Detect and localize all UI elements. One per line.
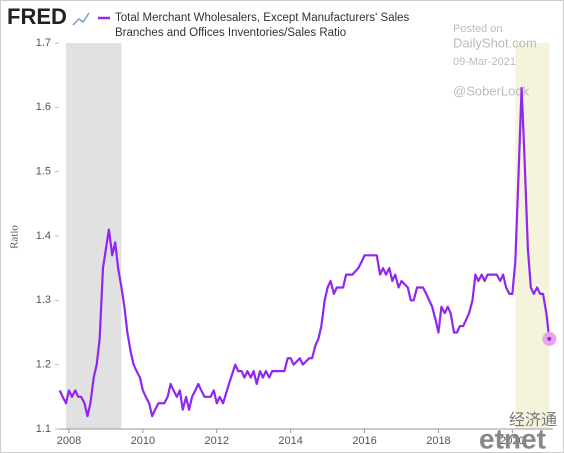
y-tick-label: 1.5 bbox=[36, 166, 51, 178]
x-tick-label: 2012 bbox=[205, 435, 229, 447]
y-tick-label: 1.1 bbox=[36, 423, 51, 435]
y-tick-label: 1.6 bbox=[36, 101, 51, 113]
annotation: @SoberLook bbox=[453, 83, 530, 98]
watermark: etnet bbox=[479, 423, 546, 452]
y-tick-label: 1.4 bbox=[36, 230, 51, 242]
last-point bbox=[547, 336, 552, 341]
watermark: 经济通 bbox=[509, 411, 557, 429]
y-axis-label: Ratio bbox=[9, 225, 21, 249]
y-tick-label: 1.7 bbox=[36, 37, 51, 49]
annotation: Posted on bbox=[453, 23, 503, 35]
x-tick-label: 2020 bbox=[500, 435, 524, 447]
annotation: DailyShot.com bbox=[453, 35, 537, 50]
x-tick-label: 2014 bbox=[278, 435, 302, 447]
shaded-region bbox=[66, 43, 122, 429]
y-tick-label: 1.2 bbox=[36, 359, 51, 371]
y-tick-label: 1.3 bbox=[36, 294, 51, 306]
logo-icon bbox=[72, 12, 90, 26]
x-tick-label: 2016 bbox=[352, 435, 376, 447]
annotation: 09-Mar-2021 bbox=[453, 56, 516, 68]
x-tick-label: 2008 bbox=[57, 435, 81, 447]
x-tick-label: 2010 bbox=[131, 435, 155, 447]
x-tick-label: 2018 bbox=[426, 435, 450, 447]
logo: FRED bbox=[7, 4, 67, 29]
legend-text: Total Merchant Wholesalers, Except Manuf… bbox=[115, 12, 410, 39]
data-line bbox=[58, 86, 551, 418]
